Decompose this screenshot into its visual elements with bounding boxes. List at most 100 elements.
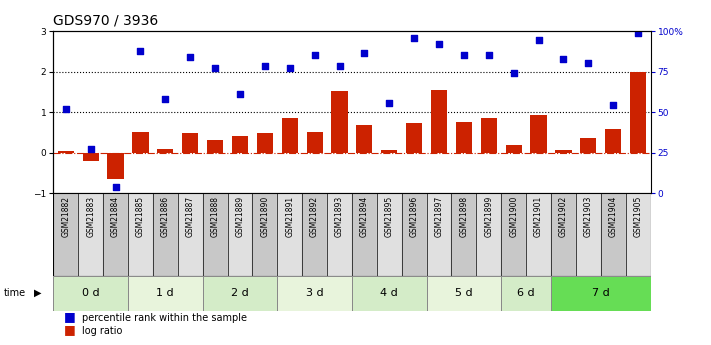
Point: [109, 184, 121, 190]
Bar: [203, 193, 228, 276]
Text: GSM21887: GSM21887: [186, 196, 195, 237]
Point: [159, 96, 171, 101]
Bar: [282, 118, 298, 152]
Text: 3 d: 3 d: [306, 288, 324, 298]
Text: GSM21895: GSM21895: [385, 196, 394, 237]
Bar: [302, 193, 327, 276]
Bar: [107, 152, 124, 179]
Text: GSM21884: GSM21884: [111, 196, 120, 237]
Bar: [53, 276, 128, 310]
Text: GSM21893: GSM21893: [335, 196, 344, 237]
Bar: [431, 90, 447, 152]
Text: time: time: [4, 288, 26, 298]
Point: [185, 55, 196, 60]
Bar: [377, 193, 402, 276]
Bar: [402, 193, 427, 276]
Text: 6 d: 6 d: [518, 288, 535, 298]
Bar: [128, 276, 203, 310]
Bar: [78, 193, 103, 276]
Text: GSM21886: GSM21886: [161, 196, 170, 237]
Text: GSM21889: GSM21889: [235, 196, 245, 237]
Bar: [277, 193, 302, 276]
Text: GSM21896: GSM21896: [410, 196, 419, 237]
Point: [209, 65, 220, 70]
Bar: [128, 193, 153, 276]
Point: [85, 146, 97, 151]
Point: [60, 106, 71, 112]
Bar: [555, 150, 572, 152]
Text: GSM21882: GSM21882: [61, 196, 70, 237]
Text: GSM21894: GSM21894: [360, 196, 369, 237]
Point: [408, 36, 419, 41]
Text: GSM21902: GSM21902: [559, 196, 568, 237]
Bar: [381, 150, 397, 152]
Text: GSM21905: GSM21905: [634, 196, 643, 237]
Bar: [427, 276, 501, 310]
Text: GSM21885: GSM21885: [136, 196, 145, 237]
Bar: [406, 124, 422, 152]
Text: percentile rank within the sample: percentile rank within the sample: [82, 313, 247, 323]
Text: GDS970 / 3936: GDS970 / 3936: [53, 14, 159, 28]
Bar: [501, 193, 526, 276]
Point: [284, 66, 296, 71]
Text: GSM21903: GSM21903: [584, 196, 593, 237]
Bar: [182, 133, 198, 152]
Bar: [580, 138, 597, 152]
Text: log ratio: log ratio: [82, 326, 122, 336]
Point: [557, 56, 569, 61]
Bar: [356, 125, 373, 152]
Bar: [228, 193, 252, 276]
Bar: [252, 193, 277, 276]
Text: 7 d: 7 d: [592, 288, 609, 298]
Bar: [157, 149, 173, 152]
Bar: [352, 193, 377, 276]
Text: 0 d: 0 d: [82, 288, 100, 298]
Bar: [456, 122, 472, 152]
Bar: [601, 193, 626, 276]
Text: ▶: ▶: [34, 288, 42, 298]
Text: GSM21883: GSM21883: [86, 196, 95, 237]
Bar: [203, 276, 277, 310]
Point: [234, 91, 246, 97]
Point: [309, 52, 320, 57]
Bar: [551, 193, 576, 276]
Bar: [451, 193, 476, 276]
Bar: [501, 276, 551, 310]
Point: [508, 70, 519, 76]
Point: [633, 30, 644, 36]
Point: [135, 49, 146, 54]
Text: GSM21904: GSM21904: [609, 196, 618, 237]
Text: 1 d: 1 d: [156, 288, 174, 298]
Bar: [132, 131, 149, 152]
Bar: [53, 193, 78, 276]
Text: 5 d: 5 d: [455, 288, 473, 298]
Bar: [306, 132, 323, 152]
Bar: [58, 151, 74, 152]
Point: [607, 102, 619, 108]
Bar: [630, 71, 646, 152]
Text: GSM21891: GSM21891: [285, 196, 294, 237]
Bar: [327, 193, 352, 276]
Bar: [427, 193, 451, 276]
Text: GSM21899: GSM21899: [484, 196, 493, 237]
Point: [458, 52, 469, 57]
Point: [384, 100, 395, 106]
Text: GSM21890: GSM21890: [260, 196, 269, 237]
Bar: [626, 193, 651, 276]
Bar: [476, 193, 501, 276]
Bar: [207, 140, 223, 152]
Text: 2 d: 2 d: [231, 288, 249, 298]
Point: [433, 41, 445, 47]
Point: [583, 60, 594, 66]
Text: GSM21901: GSM21901: [534, 196, 543, 237]
Bar: [506, 145, 522, 152]
Text: 4 d: 4 d: [380, 288, 398, 298]
Text: GSM21897: GSM21897: [434, 196, 444, 237]
Bar: [232, 136, 248, 152]
Point: [333, 63, 345, 68]
Point: [533, 37, 545, 43]
Text: ■: ■: [64, 323, 76, 336]
Point: [483, 52, 494, 57]
Text: GSM21888: GSM21888: [210, 196, 220, 237]
Bar: [277, 276, 352, 310]
